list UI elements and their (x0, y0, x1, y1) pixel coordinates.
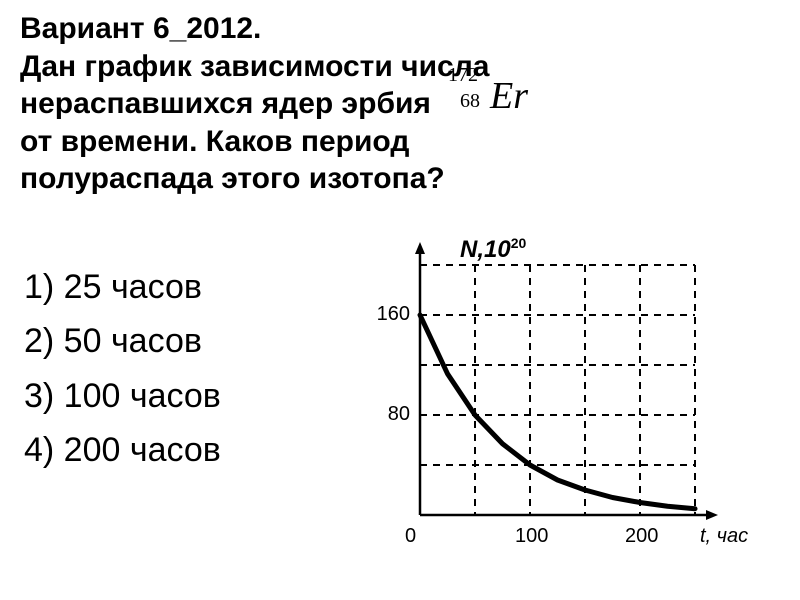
header-line-3: нераспавшихся ядер эрбия (20, 85, 780, 123)
y-axis-label: N,1020 (460, 235, 526, 264)
y-tick-label: 160 (370, 303, 410, 326)
header-line-4: от времени. Каков период (20, 123, 780, 161)
header-line-2: Дан график зависимости числа (20, 48, 780, 86)
option-4: 4) 200 часов (24, 423, 221, 477)
decay-chart: N,1020 t, час 80 160 0 100 200 (330, 235, 770, 570)
x-tick-label: 0 (405, 525, 416, 548)
x-axis-label: t, час (700, 525, 748, 548)
question-header: Вариант 6_2012. Дан график зависимости ч… (0, 0, 800, 198)
x-tick-label: 200 (625, 525, 658, 548)
y-tick-label: 80 (370, 403, 410, 426)
option-2: 2) 50 часов (24, 314, 221, 368)
isotope-symbol: Er (490, 75, 528, 117)
header-line-1: Вариант 6_2012. (20, 10, 780, 48)
option-1: 1) 25 часов (24, 260, 221, 314)
header-line-5: полураспада этого изотопа? (20, 160, 780, 198)
isotope-notation: 172 68 Er (490, 74, 528, 118)
isotope-atomic: 68 (460, 90, 480, 113)
x-tick-label: 100 (515, 525, 548, 548)
isotope-mass: 172 (448, 64, 478, 87)
answer-options: 1) 25 часов 2) 50 часов 3) 100 часов 4) … (24, 260, 221, 478)
option-3: 3) 100 часов (24, 369, 221, 423)
